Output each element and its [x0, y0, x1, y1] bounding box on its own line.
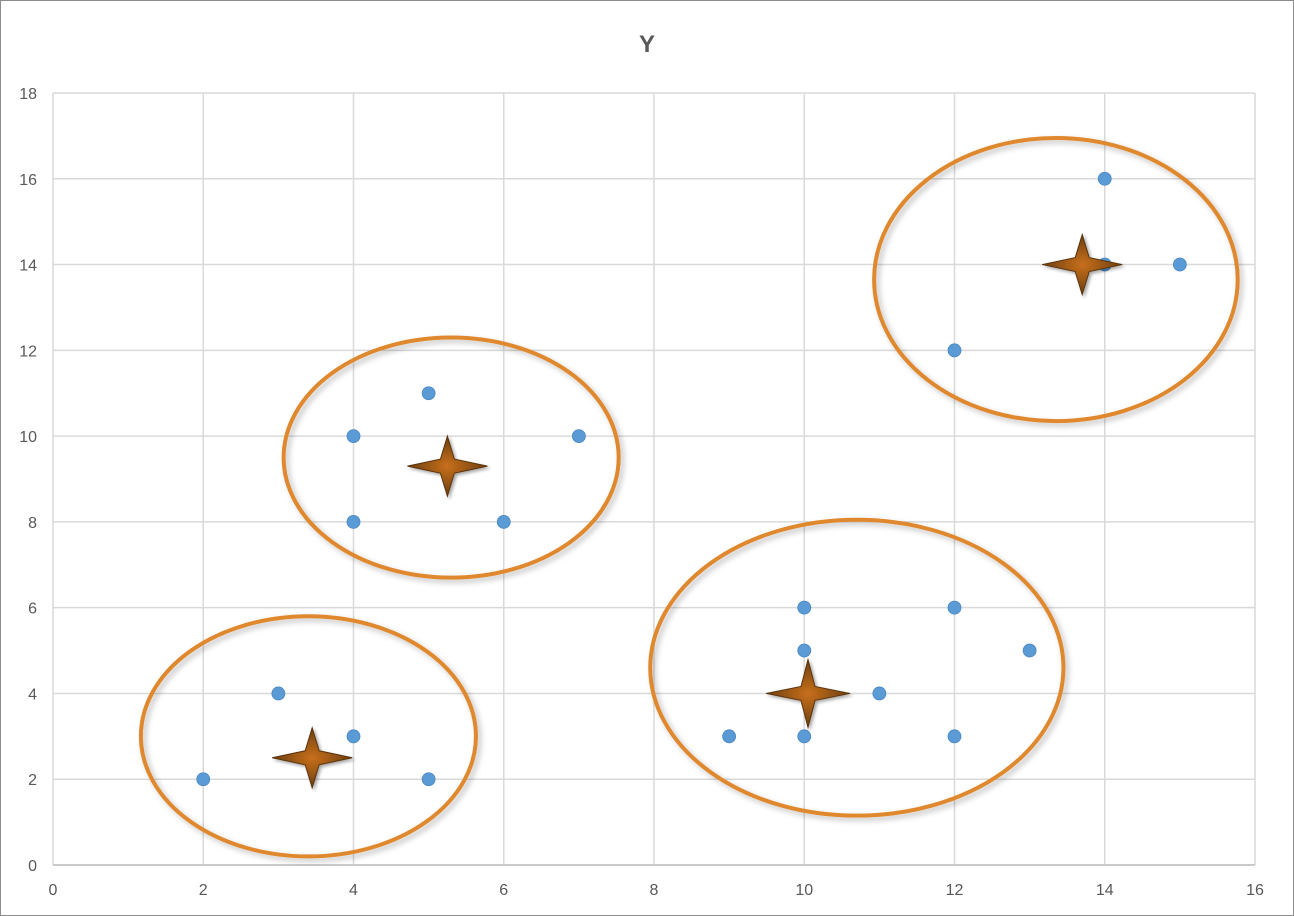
data-point: [797, 643, 812, 658]
y-axis-ticks: 0 2 4 6 8 10 12 14 16 18: [19, 86, 37, 875]
data-point: [947, 729, 962, 744]
centroid-star: [407, 434, 488, 498]
data-point: [722, 729, 737, 744]
data-point: [947, 343, 962, 358]
x-tick-label: 6: [499, 882, 508, 899]
x-tick-label: 2: [199, 882, 208, 899]
cluster-ellipse: [281, 335, 621, 580]
data-point: [346, 514, 361, 529]
data-point: [271, 686, 286, 701]
data-point: [346, 429, 361, 444]
data-point: [797, 600, 812, 615]
y-tick-label: 2: [28, 772, 37, 789]
cluster-ellipse: [138, 614, 478, 859]
data-point: [1172, 257, 1187, 272]
x-tick-label: 10: [795, 882, 813, 899]
centroid-star: [272, 726, 353, 790]
y-tick-label: 10: [19, 429, 37, 446]
x-axis-ticks: 0 2 4 6 8 10 12 14 16: [49, 882, 1264, 899]
data-point: [496, 514, 511, 529]
data-point: [1097, 171, 1112, 186]
cluster-ellipse: [648, 517, 1066, 818]
y-tick-label: 12: [19, 343, 37, 360]
data-point: [196, 772, 211, 787]
data-point: [872, 686, 887, 701]
cluster-ellipses: [138, 136, 1240, 859]
cluster-ellipse: [872, 136, 1240, 424]
data-point: [346, 729, 361, 744]
x-tick-label: 14: [1096, 882, 1114, 899]
gridlines: [52, 92, 1256, 866]
x-tick-label: 8: [650, 882, 659, 899]
x-tick-label: 16: [1246, 882, 1264, 899]
data-point: [571, 429, 586, 444]
y-tick-label: 18: [19, 86, 37, 103]
y-tick-label: 14: [19, 258, 37, 275]
centroid-star: [1042, 232, 1123, 297]
data-point: [947, 600, 962, 615]
x-tick-label: 4: [349, 882, 358, 899]
data-point: [1022, 643, 1037, 658]
data-point: [421, 772, 436, 787]
y-tick-label: 16: [19, 172, 37, 189]
centroid-markers: [272, 232, 1123, 790]
y-tick-label: 8: [28, 515, 37, 532]
x-tick-label: 0: [49, 882, 58, 899]
x-tick-label: 12: [946, 882, 964, 899]
data-point: [797, 729, 812, 744]
y-tick-label: 6: [28, 601, 37, 618]
y-tick-label: 0: [28, 858, 37, 875]
data-point: [421, 386, 436, 401]
y-tick-label: 4: [28, 686, 37, 703]
centroid-star: [765, 657, 851, 730]
chart-title: Y: [639, 31, 655, 58]
